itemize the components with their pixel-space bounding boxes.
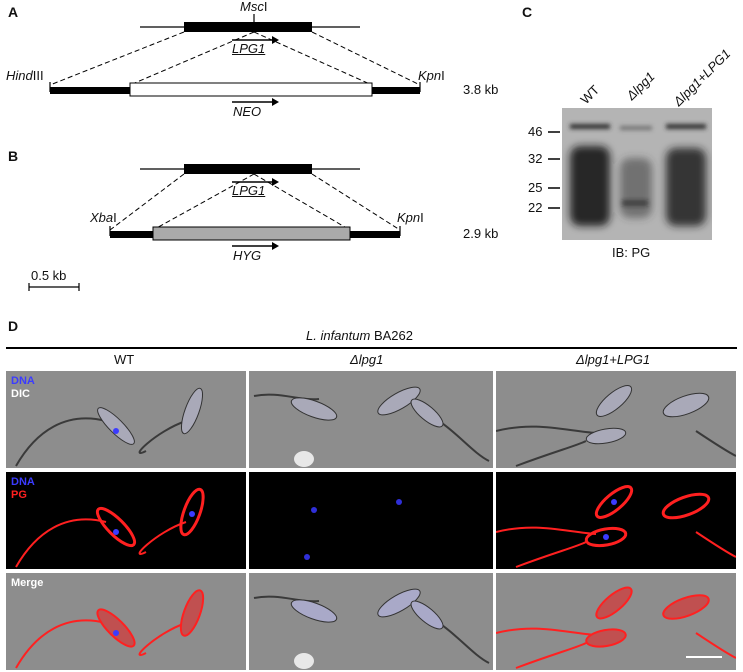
image-merge-dlpg1 (249, 573, 493, 670)
panel-d-rule (6, 347, 737, 349)
panel-a-construct-diagram (49, 14, 421, 106)
image-dic-wt: DNA DIC (6, 371, 246, 468)
label-dna-r1: DNA (11, 375, 35, 387)
scale-bar (28, 283, 80, 291)
neo-gene-label: NEO (233, 104, 262, 119)
label-dna-r2: DNA (11, 476, 35, 488)
lane-label-rescue: Δlpg1+LPG1 (670, 45, 734, 109)
western-blot (562, 108, 712, 240)
marker-32: 32 (528, 151, 543, 166)
lane-label-wt: WT (577, 82, 603, 107)
image-pg-dlpg1 (249, 472, 493, 569)
image-pg-wt: DNA PG (6, 472, 246, 569)
hyg-gene-label: HYG (233, 248, 262, 263)
panel-d-label: D (8, 318, 19, 334)
hindiii-site-label: HindIII (6, 68, 44, 83)
panel-a-label: A (8, 4, 19, 20)
panel-d-title: L. infantum BA262 (306, 328, 413, 343)
marker-ticks (548, 131, 560, 209)
image-pg-rescue (496, 472, 736, 569)
col-label-wt: WT (114, 352, 135, 367)
marker-22: 22 (528, 200, 543, 215)
label-merge-r3: Merge (11, 577, 44, 589)
lane-label-dlpg1: Δlpg1 (623, 68, 658, 103)
kpni-site-label-a: KpnI (418, 68, 445, 83)
size-label-a: 3.8 kb (463, 82, 499, 97)
col-label-rescue: Δlpg1+LPG1 (576, 352, 651, 367)
scale-bar-label: 0.5 kb (31, 268, 67, 283)
size-label-b: 2.9 kb (463, 226, 499, 241)
image-dic-dlpg1 (249, 371, 493, 468)
xbai-site-label: XbaI (90, 210, 117, 225)
label-dic-r1: DIC (11, 388, 30, 400)
image-merge-rescue (496, 573, 736, 670)
panel-b-construct-diagram (109, 164, 401, 250)
kpni-site-label-b: KpnI (397, 210, 424, 225)
image-merge-wt: Merge (6, 573, 246, 670)
panel-c-label: C (522, 4, 533, 20)
lpg1-gene-label-a: LPG1 (232, 41, 266, 56)
image-dic-rescue (496, 371, 736, 468)
msc-site-label: MscI (240, 0, 268, 14)
col-label-dlpg1: Δlpg1 (350, 352, 384, 367)
marker-25: 25 (528, 180, 543, 195)
marker-46: 46 (528, 124, 543, 139)
panel-b-label: B (8, 148, 19, 164)
blot-footer: IB: PG (612, 245, 651, 260)
label-pg-r2: PG (11, 489, 27, 501)
lpg1-gene-label-b: LPG1 (232, 183, 266, 198)
